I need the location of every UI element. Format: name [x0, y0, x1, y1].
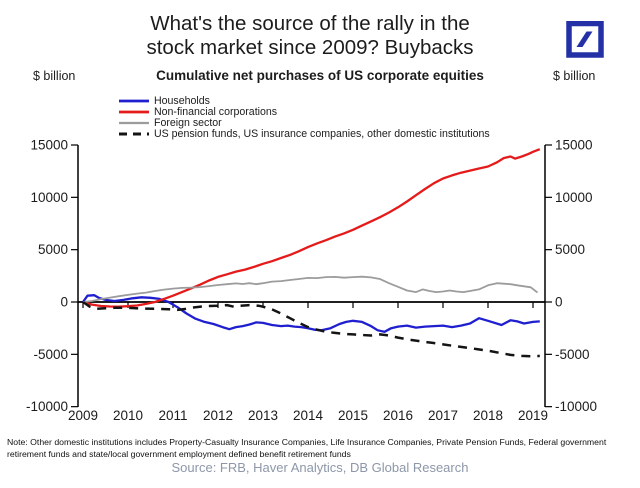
legend-label: US pension funds, US insurance companies…: [154, 127, 490, 140]
legend-item-pension-insurance-domestic: US pension funds, US insurance companies…: [119, 127, 490, 140]
footnote-line1: Note: Other domestic institutions includ…: [7, 437, 607, 447]
legend-item-households: Households: [119, 94, 490, 107]
y-axis-label-left: 15000: [30, 138, 68, 153]
legend: Households Non-financial corporations Fo…: [119, 94, 490, 140]
footnote: Note: Other domestic institutions includ…: [7, 437, 637, 460]
series-line-non-financial-corporations: [82, 148, 541, 308]
legend-label: Households: [154, 94, 210, 107]
legend-line-swatch-foreign: [119, 121, 149, 124]
x-axis-label: 2012: [203, 408, 233, 423]
x-axis-label: 2009: [68, 408, 98, 423]
page-title-line2: stock market since 2009? Buybacks: [146, 36, 474, 59]
y-axis-label-right: 10000: [555, 190, 593, 205]
x-axis-label: 2016: [383, 408, 413, 423]
legend-label: Foreign sector: [154, 116, 222, 129]
legend-line-swatch-households: [119, 99, 149, 102]
legend-item-foreign-sector: Foreign sector: [119, 116, 490, 129]
x-axis-label: 2018: [473, 408, 503, 423]
legend-line-swatch-nonfinancial: [119, 110, 149, 113]
y-axis-label-right: 15000: [555, 138, 593, 153]
page-title: What's the source of the rally in the st…: [60, 12, 560, 60]
page-title-line1: What's the source of the rally in the: [150, 12, 470, 35]
x-axis-label: 2015: [338, 408, 368, 423]
legend-label: Non-financial corporations: [154, 105, 278, 118]
y-axis-label-right: 0: [555, 295, 563, 310]
legend-item-nonfinancial-corporations: Non-financial corporations: [119, 105, 490, 118]
y-axis-label-left: 0: [60, 295, 68, 310]
x-axis-label: 2013: [248, 408, 278, 423]
x-axis-label: 2019: [518, 408, 548, 423]
y-axis-unit-left: $ billion: [33, 69, 76, 83]
y-axis-label-right: -5000: [555, 347, 590, 362]
x-axis-label: 2011: [158, 408, 187, 423]
y-axis-label-left: -10000: [26, 399, 68, 414]
x-axis-label: 2017: [428, 408, 458, 423]
y-axis-label-right: 5000: [555, 242, 585, 257]
chart-title: Cumulative net purchases of US corporate…: [156, 68, 484, 83]
x-axis-label: 2014: [293, 408, 324, 423]
legend-line-swatch-pension: [119, 132, 149, 135]
source-credit: Source: FRB, Haver Analytics, DB Global …: [171, 460, 469, 475]
series-line-foreign-sector: [82, 275, 539, 303]
y-axis-label-left: -5000: [33, 347, 68, 362]
y-axis-label-left: 5000: [38, 242, 68, 257]
y-axis-unit-right: $ billion: [553, 69, 596, 83]
series-line-households: [82, 294, 540, 333]
deutsche-bank-logo-icon: [566, 21, 604, 58]
y-axis-label-left: 10000: [30, 190, 68, 205]
x-axis-label: 2010: [113, 408, 143, 423]
footnote-line2: retirement funds and state/local governm…: [7, 448, 351, 459]
y-axis-label-right: -10000: [555, 399, 597, 414]
series-line-us-pension-funds-us-insurance-companies-: [82, 300, 540, 358]
